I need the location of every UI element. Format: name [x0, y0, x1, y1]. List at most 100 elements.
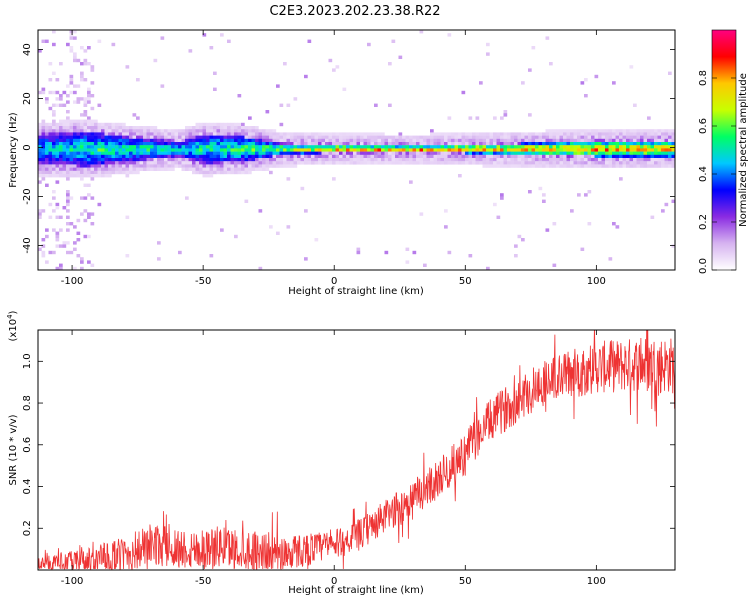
spectrogram-cell: [493, 164, 497, 168]
spectrogram-cell: [230, 129, 235, 133]
spectrogram-cell: [332, 177, 336, 181]
spectrogram-cell: [125, 164, 130, 168]
spectrogram-cell: [73, 100, 77, 104]
spectrogram-cell: [244, 170, 249, 175]
spectrogram-cell: [657, 161, 662, 165]
spectrogram-cell: [195, 126, 200, 130]
spectrogram-cell: [325, 138, 329, 143]
spectrogram-cell: [367, 151, 371, 155]
spectrogram-cell: [230, 142, 235, 146]
spectrogram-cell: [206, 145, 210, 149]
spectrogram-cell: [251, 135, 256, 139]
spectrogram-cell: [545, 132, 550, 136]
spectrogram-cell: [41, 39, 46, 43]
spectrogram-cell: [545, 148, 550, 152]
spectrogram-cell: [507, 135, 511, 139]
spectrogram-cell: [136, 135, 140, 139]
spectrogram-cell: [524, 132, 529, 136]
spectrogram-cell: [577, 158, 581, 162]
spectrogram-cell: [545, 135, 550, 139]
spectrogram-cell: [244, 154, 249, 159]
spectrogram-cell: [335, 138, 340, 143]
spectrogram-cell: [374, 148, 378, 152]
spectrogram-cell: [59, 122, 63, 127]
spectrogram-cell: [59, 167, 63, 171]
spectrogram-cell: [153, 161, 158, 165]
spectrogram-cell: [398, 55, 403, 59]
spectrogram-cell: [584, 135, 588, 139]
spectrogram-cell: [146, 161, 151, 165]
spectrogram-cell: [573, 142, 578, 146]
spectrogram-cell: [251, 129, 256, 133]
spectrogram-cell: [381, 161, 385, 165]
spectrogram-cell: [566, 142, 571, 146]
spectrogram-cell: [650, 132, 655, 136]
spectrogram-cell: [633, 164, 637, 168]
spectrogram-cell: [248, 158, 252, 162]
spectrogram-cell: [559, 145, 564, 149]
spectrogram-cell: [552, 132, 557, 136]
spectrogram-cell: [339, 145, 343, 149]
spectrogram-cell: [325, 161, 329, 165]
spectrogram-cell: [419, 148, 424, 152]
spectrogram-cell: [647, 145, 651, 149]
spectrogram-cell: [559, 164, 564, 168]
spectrogram-cell: [132, 135, 137, 139]
spectrogram-cell: [297, 142, 301, 146]
spectrogram-cell: [52, 42, 56, 47]
spectrogram-cell: [328, 138, 333, 143]
spectrogram-cell: [521, 132, 525, 136]
spectrogram-cell: [374, 145, 378, 149]
spectrogram-cell: [104, 164, 109, 168]
spectrogram-cell: [80, 260, 84, 264]
spectrogram-cell: [570, 132, 574, 136]
spectrogram-cell: [83, 126, 88, 130]
spectrogram-cell: [213, 151, 217, 155]
spectrogram-cell: [237, 129, 242, 133]
spectrogram-cell: [654, 142, 658, 146]
spectrogram-cell: [356, 158, 361, 162]
spectrogram-cell: [139, 138, 144, 143]
spectrogram-cell: [104, 126, 109, 130]
spectrogram-cell: [342, 158, 347, 162]
spectrogram-cell: [503, 158, 508, 162]
spectrogram-cell: [657, 164, 662, 168]
spectrogram-cell: [563, 135, 567, 139]
spectrogram-cell: [412, 142, 417, 146]
spectrogram-cell: [475, 148, 480, 152]
spectrogram-cell: [521, 161, 525, 165]
spectrogram-cell: [465, 132, 469, 136]
spectrogram-cell: [62, 164, 67, 168]
spectrogram-cell: [622, 145, 627, 149]
spectrogram-cell: [262, 132, 266, 136]
spectrogram-cell: [125, 158, 130, 162]
spectrogram-cell: [80, 174, 84, 178]
spectrogram-cell: [510, 158, 515, 162]
spectrogram-cell: [454, 154, 459, 159]
spectrogram-cell: [108, 170, 112, 175]
spectrogram-cell: [118, 129, 123, 133]
spectrogram-cell: [269, 132, 273, 136]
spectrogram-cell: [38, 122, 42, 127]
spectrogram-cell: [472, 154, 476, 159]
spectrogram-cell: [129, 145, 133, 149]
spectrogram-cell: [73, 164, 77, 168]
spectrogram-cell: [258, 158, 263, 162]
spectrogram-cell: [528, 142, 532, 146]
spectrogram-cell: [584, 129, 588, 133]
spectrogram-cell: [41, 126, 46, 130]
spectrogram-cell: [668, 145, 672, 149]
spectrogram-cell: [97, 164, 102, 168]
spectrogram-cell: [363, 151, 368, 155]
spectrogram-cell: [479, 132, 483, 136]
spectrogram-cell: [643, 151, 648, 155]
spectrogram-cell: [69, 122, 74, 127]
spectrogram-cell: [395, 161, 399, 165]
spectrogram-cell: [640, 161, 644, 165]
spectrogram-cell: [38, 132, 42, 136]
spectrogram-cell: [48, 78, 53, 82]
spectrogram-cell: [556, 145, 560, 149]
spectrogram-cell: [178, 161, 182, 165]
spectrogram-cell: [192, 151, 196, 155]
spectrogram-cell: [83, 132, 88, 136]
